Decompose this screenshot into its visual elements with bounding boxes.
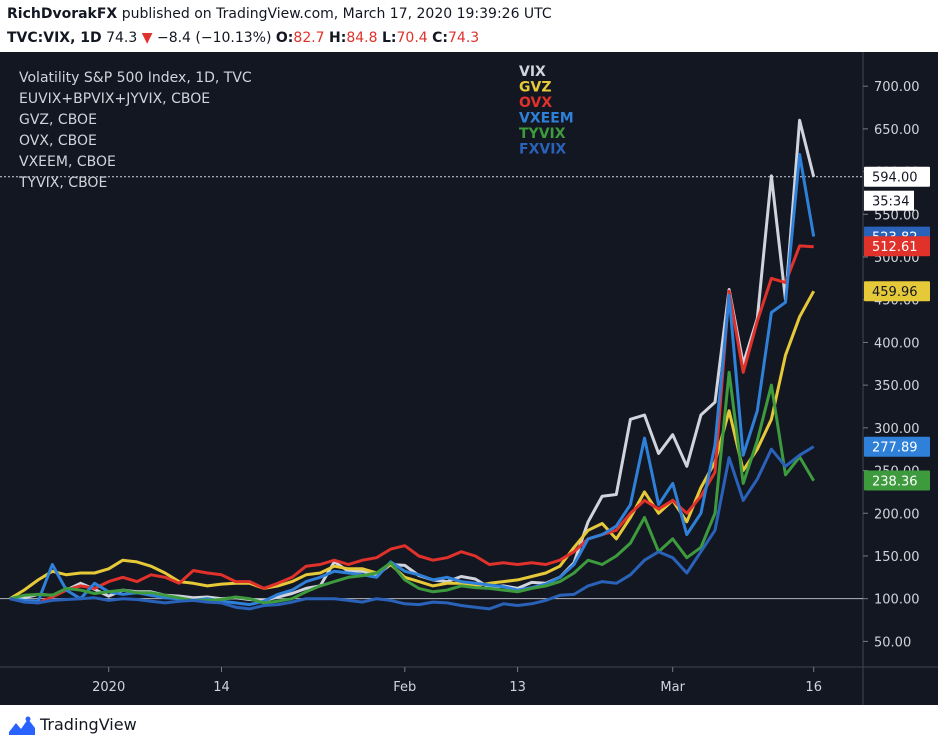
legend-tyvix: TYVIX bbox=[519, 126, 566, 142]
y-tick-label: 50.00 bbox=[874, 635, 911, 650]
legend-gvz: GVZ bbox=[519, 80, 551, 96]
y-tick-label: 700.00 bbox=[874, 80, 920, 95]
study-title: OVX, CBOE bbox=[19, 133, 97, 149]
down-arrow-icon: ▼ bbox=[141, 30, 153, 46]
price-label-ovx-text: 512.61 bbox=[872, 240, 918, 255]
y-tick-label: 300.00 bbox=[874, 422, 920, 437]
y-tick-label: 400.00 bbox=[874, 336, 920, 351]
crosshair-price-label-text: 594.00 bbox=[872, 171, 918, 186]
price-chart[interactable]: 50.00100.00150.00200.00250.00300.00350.0… bbox=[0, 52, 938, 705]
y-tick-label: 550.00 bbox=[874, 208, 920, 223]
x-tick-label: 14 bbox=[213, 680, 230, 695]
legend-vix: VIX bbox=[519, 64, 546, 80]
price-label-ovx-bg bbox=[864, 236, 930, 257]
y-tick-label: 100.00 bbox=[874, 593, 920, 608]
ohlc-line: TVC:VIX, 1D 74.3 ▼ −8.4 (−10.13%) O:82.7… bbox=[7, 30, 479, 46]
last-price: 74.3 bbox=[106, 30, 138, 46]
legend-fxvix: FXVIX bbox=[519, 142, 566, 158]
countdown-bg bbox=[864, 190, 914, 211]
price-label-gvz-bg bbox=[864, 281, 930, 302]
low-label: L: bbox=[381, 30, 397, 46]
study-title: EUVIX+BPVIX+JYVIX, CBOE bbox=[19, 91, 210, 107]
study-title: Volatility S&P 500 Index, 1D, TVC bbox=[19, 70, 252, 86]
author-name[interactable]: RichDvorakFX bbox=[7, 6, 118, 22]
y-tick-label: 650.00 bbox=[874, 123, 920, 138]
price-label-vxeem-text: 277.89 bbox=[872, 441, 918, 456]
change-value: −8.4 (−10.13%) bbox=[156, 30, 272, 46]
close-value: 74.3 bbox=[448, 30, 480, 46]
study-title: GVZ, CBOE bbox=[19, 112, 97, 128]
y-tick-label: 200.00 bbox=[874, 507, 920, 522]
y-tick-label: 350.00 bbox=[874, 379, 920, 394]
study-title: VXEEM, CBOE bbox=[19, 154, 116, 170]
tradingview-brand[interactable]: TradingView bbox=[40, 715, 137, 734]
low-value: 70.4 bbox=[396, 30, 428, 46]
series-line-tyvix bbox=[9, 370, 815, 605]
publish-line: RichDvorakFX published on TradingView.co… bbox=[7, 6, 552, 22]
close-label: C: bbox=[432, 30, 449, 46]
x-tick-label: 2020 bbox=[92, 680, 125, 695]
x-tick-label: 13 bbox=[509, 680, 526, 695]
open-label: O: bbox=[275, 30, 294, 46]
symbol-label: TVC:VIX, 1D bbox=[7, 30, 102, 46]
open-value: 82.7 bbox=[293, 30, 325, 46]
series-line-fxvix bbox=[9, 445, 815, 611]
price-label-gvz-text: 459.96 bbox=[872, 285, 918, 300]
y-tick-label: 150.00 bbox=[874, 550, 920, 565]
study-title: TYVIX, CBOE bbox=[18, 175, 107, 191]
price-label-tyvix-bg bbox=[864, 470, 930, 491]
footer-bar: TradingView bbox=[0, 705, 938, 747]
x-tick-label: Feb bbox=[393, 680, 416, 695]
high-label: H: bbox=[329, 30, 347, 46]
crosshair-price-label-bg bbox=[864, 166, 930, 187]
published-text: published on TradingView.com, March 17, … bbox=[121, 6, 552, 22]
high-value: 84.8 bbox=[346, 30, 378, 46]
legend-ovx: OVX bbox=[519, 95, 552, 111]
price-label-tyvix-text: 238.36 bbox=[872, 474, 918, 489]
tradingview-logo-icon bbox=[9, 716, 35, 735]
legend-vxeem: VXEEM bbox=[519, 111, 574, 127]
price-label-vxeem-bg bbox=[864, 436, 930, 457]
countdown-text: 35:34 bbox=[872, 195, 909, 210]
x-tick-label: 16 bbox=[805, 680, 822, 695]
x-tick-label: Mar bbox=[660, 680, 685, 695]
